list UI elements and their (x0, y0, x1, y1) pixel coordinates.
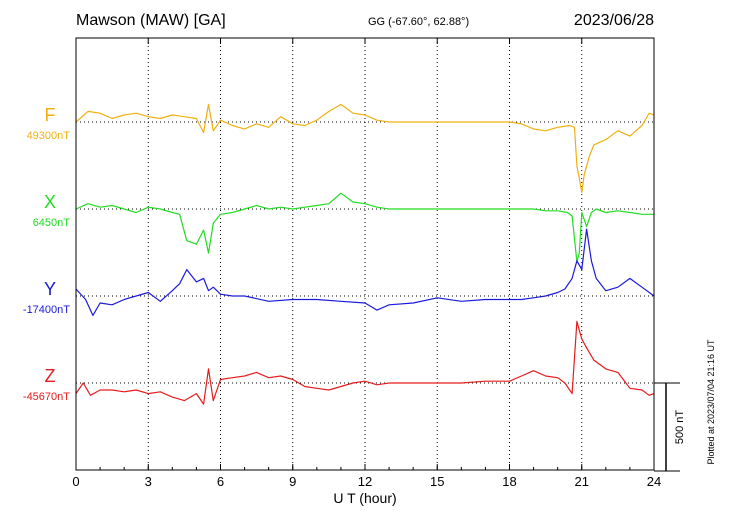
coordinates-label: GG (-67.60°, 62.88°) (368, 16, 469, 28)
x-axis-ticks: 0 3 6 9 12 15 18 21 24 (72, 38, 661, 489)
scale-bar-label: 500 nT (674, 410, 686, 445)
series-labels: F 49300nT X 6450nT Y -17400nT Z -45670nT (23, 105, 70, 403)
station-title: Mawson (MAW) [GA] (76, 12, 226, 29)
series-line-z (75, 320, 655, 405)
plotted-timestamp: Plotted at 2023/07/04 21:16 UT (706, 339, 716, 465)
x-tick-label: 6 (217, 474, 224, 489)
series-lines (75, 103, 655, 405)
x-tick-label: 24 (647, 474, 661, 489)
baseline-value-x: 6450nT (33, 217, 71, 229)
series-line-f (75, 103, 655, 193)
grid-lines (147, 38, 583, 470)
scale-bar: 500 nT (654, 382, 686, 472)
x-tick-label: 12 (358, 474, 372, 489)
x-tick-label: 3 (145, 474, 152, 489)
baseline-value-z: -45670nT (23, 391, 70, 403)
x-tick-label: 15 (430, 474, 444, 489)
baseline-value-f: 49300nT (27, 130, 71, 142)
series-name-x: X (44, 192, 56, 212)
x-tick-label: 21 (575, 474, 589, 489)
x-tick-label: 9 (289, 474, 296, 489)
x-tick-label: 0 (72, 474, 79, 489)
x-tick-label: 18 (502, 474, 516, 489)
series-line-x (75, 192, 654, 263)
baseline-value-y: -17400nT (23, 304, 70, 316)
x-axis-label: U T (hour) (333, 490, 396, 506)
date-label: 2023/06/28 (574, 12, 654, 29)
series-name-z: Z (45, 366, 56, 386)
baselines (76, 121, 654, 384)
series-name-y: Y (44, 279, 56, 299)
series-name-f: F (45, 105, 56, 125)
series-line-y (75, 228, 655, 316)
